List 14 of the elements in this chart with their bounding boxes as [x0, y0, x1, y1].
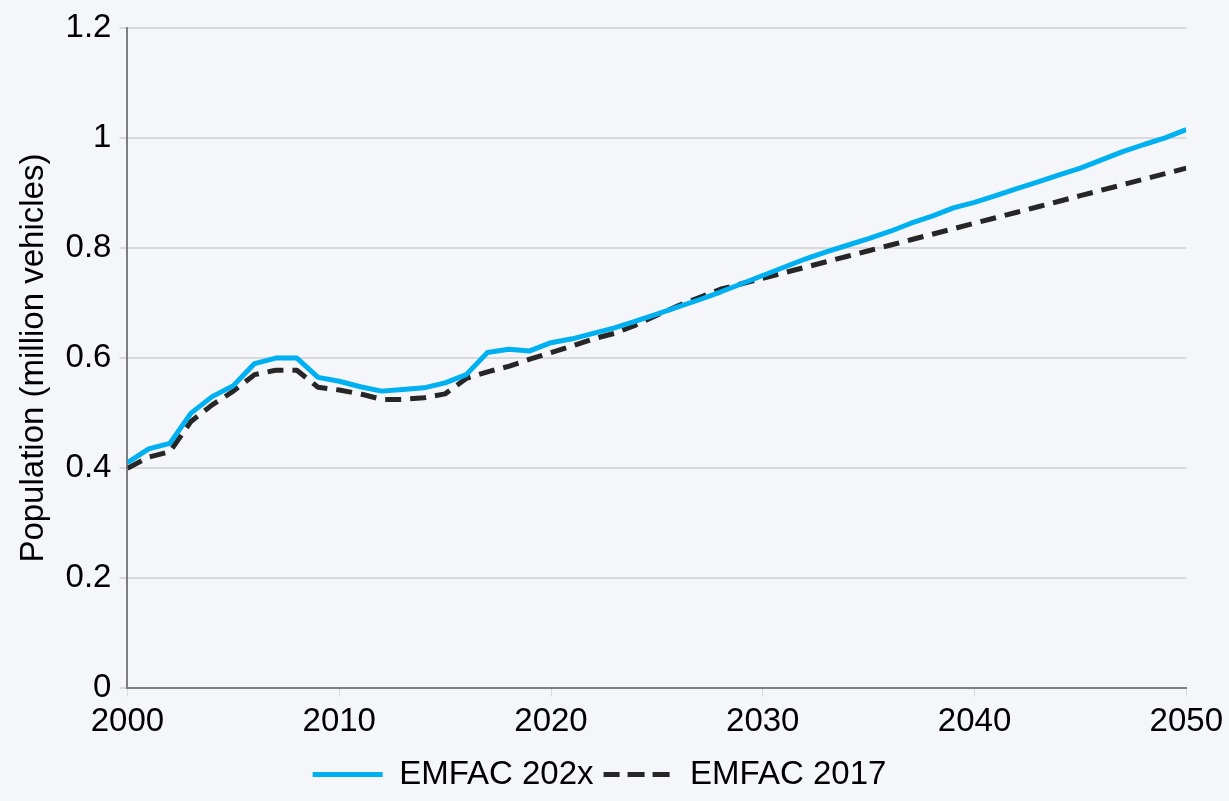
y-axis-title: Population (million vehicles): [12, 153, 50, 563]
y-tick-label: 0.6: [65, 337, 112, 375]
y-tick-label: 1.2: [65, 6, 112, 44]
y-tick-label: 1: [93, 116, 112, 154]
y-tick-label: 0.4: [65, 447, 112, 485]
x-tick-label: 2040: [937, 701, 1012, 739]
legend-label: EMFAC 202x: [399, 753, 595, 791]
y-tick-label: 0.2: [65, 557, 112, 595]
x-tick-label: 2030: [726, 701, 800, 739]
legend-label: EMFAC 2017: [690, 753, 887, 791]
x-tick-label: 2010: [302, 701, 376, 739]
y-tick-label: 0.8: [65, 227, 112, 265]
x-tick-label: 2050: [1149, 701, 1223, 739]
x-tick-label: 2020: [514, 701, 588, 739]
